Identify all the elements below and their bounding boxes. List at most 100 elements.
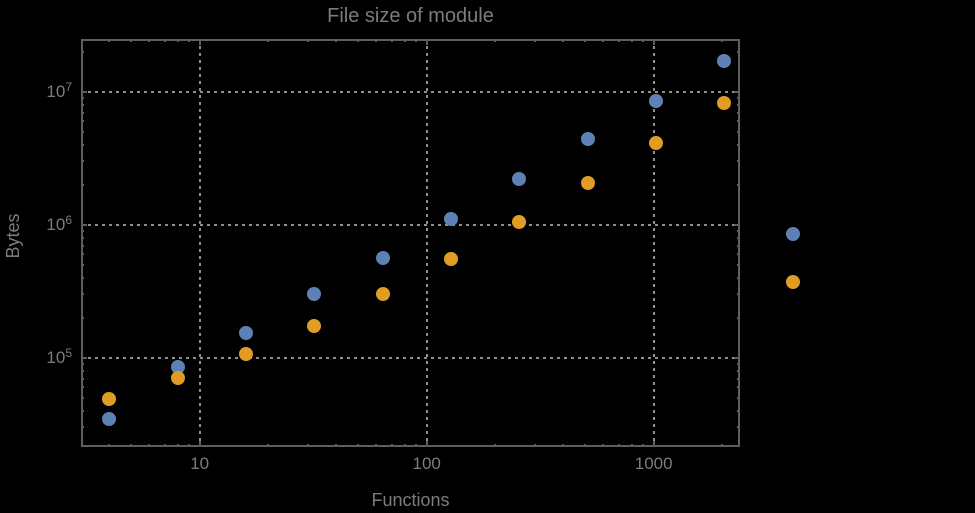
y-tick-left <box>81 230 84 233</box>
x-tick-top <box>617 39 620 42</box>
y-tick-label: 106 <box>46 212 72 234</box>
y-tick-left <box>81 369 84 372</box>
y-tick-right <box>737 276 740 279</box>
y-tick-right <box>737 230 740 233</box>
data-point-orange <box>580 176 595 191</box>
y-tick-right <box>737 396 740 399</box>
data-point-orange <box>307 318 322 333</box>
x-tick-bottom <box>562 444 565 447</box>
x-tick-bottom <box>494 444 497 447</box>
y-tick-left <box>81 236 84 239</box>
y-tick-left <box>81 103 84 106</box>
x-tick-top <box>533 39 536 42</box>
x-tick-top <box>721 39 724 42</box>
y-tick-right <box>737 263 740 266</box>
y-tick-right <box>737 103 740 106</box>
h-gridline <box>81 223 740 226</box>
data-point-orange <box>102 392 117 407</box>
data-point-blue <box>717 54 732 69</box>
y-tick-left <box>81 263 84 266</box>
data-point-blue <box>102 411 117 426</box>
y-tick-right <box>734 356 740 359</box>
y-tick-right <box>734 223 740 226</box>
y-tick-left <box>81 120 84 123</box>
y-tick-right <box>734 90 740 93</box>
x-tick-bottom <box>335 444 338 447</box>
v-gridline <box>198 39 201 447</box>
x-tick-bottom <box>630 444 633 447</box>
x-tick-bottom <box>357 444 360 447</box>
data-point-orange <box>170 370 185 385</box>
x-tick-bottom <box>602 444 605 447</box>
x-tick-top <box>306 39 309 42</box>
x-tick-top <box>425 39 428 45</box>
y-tick-left <box>81 276 84 279</box>
x-tick-top <box>390 39 393 42</box>
y-tick-right <box>737 409 740 412</box>
x-tick-bottom <box>390 444 393 447</box>
plot-frame <box>81 39 740 447</box>
y-tick-right <box>737 160 740 163</box>
data-point-orange <box>375 287 390 302</box>
y-axis-label: Bytes <box>3 213 23 259</box>
y-tick-right <box>737 377 740 380</box>
x-tick-bottom <box>721 444 724 447</box>
data-point-orange <box>717 95 732 110</box>
x-tick-top <box>130 39 133 42</box>
y-tick-left <box>81 363 84 366</box>
data-point-orange <box>649 136 664 151</box>
x-tick-top <box>108 39 111 42</box>
y-tick-left <box>81 293 84 296</box>
y-tick-right <box>737 130 740 133</box>
y-tick-right <box>737 386 740 389</box>
x-tick-top <box>494 39 497 42</box>
data-point-orange <box>512 215 527 230</box>
y-tick-right <box>737 143 740 146</box>
y-tick-left <box>81 90 87 93</box>
y-tick-left <box>81 244 84 247</box>
y-tick-right <box>737 97 740 99</box>
x-tick-bottom <box>267 444 270 447</box>
x-tick-bottom <box>198 441 201 447</box>
data-point-blue <box>512 172 527 187</box>
y-tick-left <box>81 356 87 359</box>
x-tick-top <box>188 39 191 42</box>
x-tick-bottom <box>176 444 179 447</box>
data-point-blue <box>170 359 185 374</box>
y-tick-left <box>81 386 84 389</box>
x-tick-bottom <box>306 444 309 447</box>
y-tick-left <box>81 223 87 226</box>
x-tick-bottom <box>108 444 111 447</box>
y-tick-right <box>737 111 740 114</box>
y-tick-left <box>81 253 84 256</box>
data-point-orange <box>239 347 254 362</box>
x-tick-top <box>148 39 151 42</box>
x-tick-top <box>602 39 605 42</box>
y-tick-right <box>737 183 740 186</box>
x-tick-top <box>176 39 179 42</box>
v-gridline <box>425 39 428 447</box>
x-tick-top <box>562 39 565 42</box>
x-tick-top <box>630 39 633 42</box>
y-tick-left <box>81 143 84 146</box>
chart-title: File size of module <box>327 5 494 27</box>
x-tick-top <box>335 39 338 42</box>
y-tick-left <box>81 377 84 380</box>
x-tick-top <box>642 39 645 42</box>
x-tick-top <box>652 39 655 45</box>
y-tick-left <box>81 426 84 429</box>
data-point-blue <box>649 94 664 109</box>
y-tick-left <box>81 50 84 53</box>
y-tick-left <box>81 396 84 399</box>
x-tick-label: 1000 <box>634 454 673 473</box>
y-tick-left <box>81 409 84 412</box>
x-tick-top <box>375 39 378 42</box>
y-tick-right <box>737 426 740 429</box>
y-tick-right <box>737 369 740 372</box>
data-point-blue <box>785 226 800 241</box>
data-point-blue <box>580 132 595 147</box>
y-tick-right <box>737 50 740 53</box>
x-axis-label: Functions <box>371 490 450 510</box>
